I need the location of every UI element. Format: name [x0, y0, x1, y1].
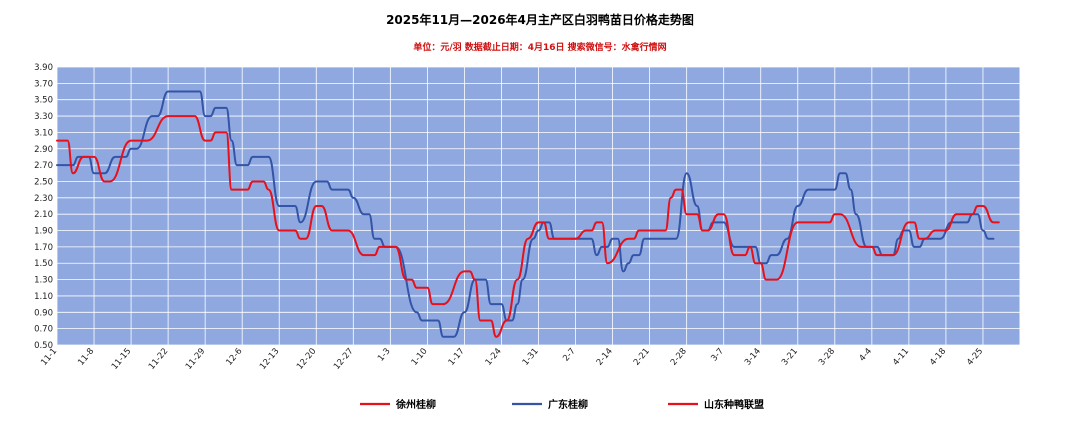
x-tick-label: 1-10: [410, 347, 430, 368]
y-tick-label: 1.70: [34, 243, 53, 253]
y-tick-label: 0.90: [34, 308, 53, 318]
y-tick-label: 2.70: [34, 161, 53, 171]
x-tick-label: 11-8: [76, 347, 96, 368]
y-axis: 0.50 0.70 0.90 1.10 1.30 1.50 1.70 1.90 2.10 2.30…: [34, 63, 53, 351]
x-tick-label: 2-21: [632, 347, 652, 368]
y-tick-label: 1.10: [34, 292, 53, 302]
y-tick-label: 2.10: [34, 210, 53, 220]
x-tick-label: 1-24: [484, 347, 504, 368]
y-tick-label: 2.30: [34, 194, 53, 204]
x-tick-label: 3-7: [709, 347, 726, 364]
x-tick-label: 1-17: [447, 347, 467, 368]
legend: 徐州桂柳 广东桂柳 山东种鸭联盟: [360, 398, 764, 411]
chart-title: 2025年11月—2026年4月主产区白羽鸭苗日价格走势图: [386, 12, 694, 27]
y-tick-label: 1.30: [34, 276, 53, 286]
y-tick-label: 2.50: [34, 177, 53, 187]
legend-label-xuzhou: 徐州桂柳: [395, 398, 436, 411]
y-tick-label: 1.90: [34, 227, 53, 237]
y-tick-label: 3.30: [34, 112, 53, 122]
y-tick-label: 0.70: [34, 325, 53, 335]
y-tick-label: 3.90: [34, 63, 53, 73]
x-tick-label: 2-14: [595, 347, 615, 368]
y-tick-label: 3.10: [34, 128, 53, 138]
x-tick-label: 12-20: [295, 347, 319, 372]
x-tick-label: 12-27: [332, 347, 356, 372]
x-tick-label: 11-22: [147, 347, 171, 372]
y-tick-label: 0.50: [34, 341, 53, 351]
x-tick-label: 11-15: [110, 347, 134, 372]
x-tick-label: 3-28: [817, 347, 837, 368]
series-line-guangdong: [56, 90, 995, 338]
x-tick-label: 1-3: [376, 347, 393, 364]
x-tick-label: 3-21: [780, 347, 800, 368]
series-line-xuzhou: [56, 115, 1000, 338]
x-tick-label: 4-11: [891, 347, 911, 368]
x-tick-label: 2-7: [561, 347, 578, 364]
x-tick-label: 3-14: [743, 347, 763, 368]
y-tick-label: 3.70: [34, 79, 53, 89]
gridlines: [56, 66, 1021, 346]
legend-label-shandong: 山东种鸭联盟: [704, 398, 764, 411]
x-axis: 11-1 11-8 11-15 11-22 11-29 12-6 12-13 12-20 12-…: [39, 347, 985, 372]
chart-subtitle: 单位：元/羽 数据截止日期：4月16日 搜索微信号：水禽行情网: [413, 41, 666, 53]
series-lines: [56, 90, 1000, 338]
x-tick-label: 11-29: [184, 347, 208, 372]
x-tick-label: 1-31: [521, 347, 541, 368]
x-tick-label: 4-25: [965, 347, 985, 368]
x-tick-label: 12-6: [224, 347, 244, 368]
y-tick-label: 3.50: [34, 96, 53, 106]
x-tick-label: 12-13: [258, 347, 282, 372]
y-tick-label: 2.90: [34, 145, 53, 155]
y-tick-label: 1.50: [34, 259, 53, 269]
legend-label-guangdong: 广东桂柳: [548, 398, 588, 411]
x-tick-label: 4-4: [858, 347, 875, 364]
x-tick-label: 2-28: [669, 347, 689, 368]
x-tick-label: 4-18: [928, 347, 948, 368]
